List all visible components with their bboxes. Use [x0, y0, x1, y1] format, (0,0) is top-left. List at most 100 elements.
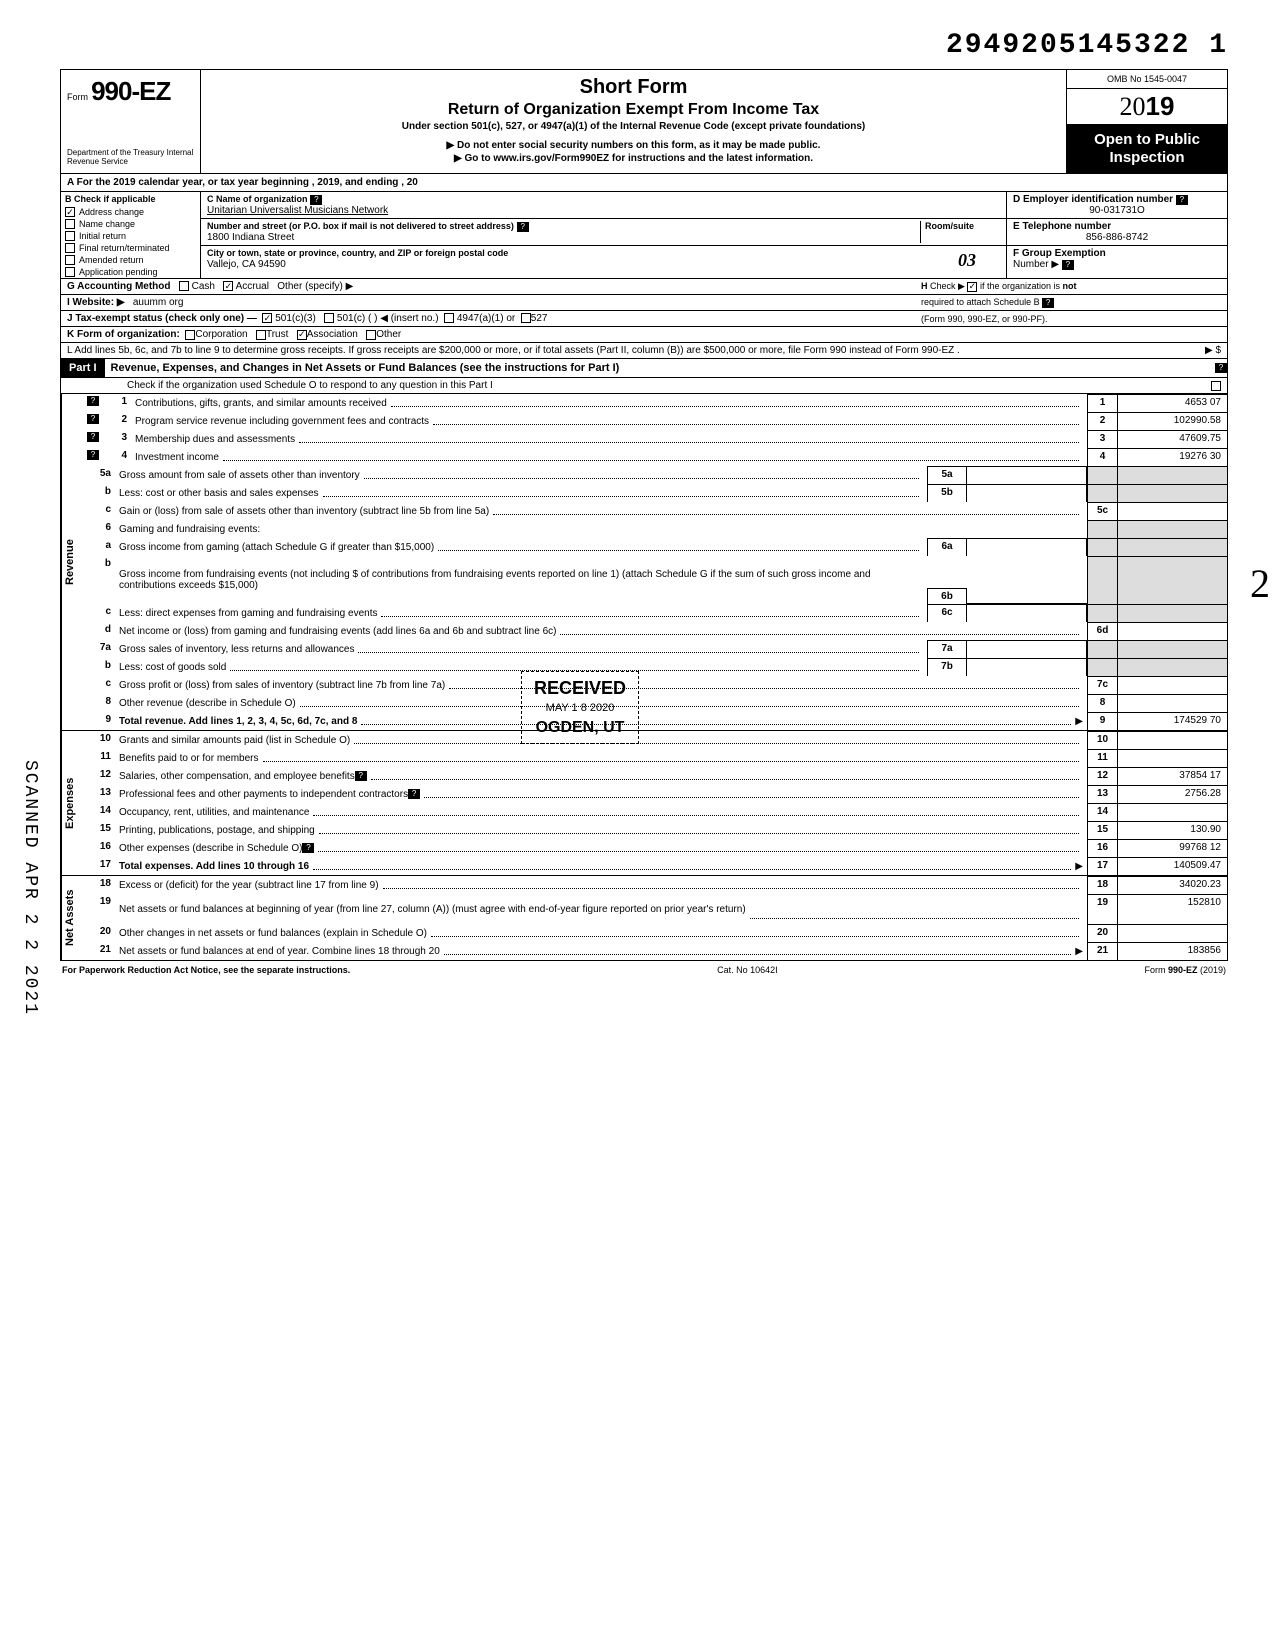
- line-num: 1: [101, 394, 131, 412]
- help-icon: ?: [1062, 260, 1074, 270]
- col-b: B Check if applicable ✓Address change Na…: [61, 192, 201, 278]
- line-desc: Gain or (loss) from sale of assets other…: [119, 506, 489, 517]
- rval: 174529 70: [1117, 712, 1227, 730]
- h-line3: (Form 990, 990-EZ, or 990-PF).: [921, 314, 1221, 324]
- page-footer: For Paperwork Reduction Act Notice, see …: [60, 961, 1228, 979]
- line-num: 15: [85, 821, 115, 839]
- chk-accrual[interactable]: ✓: [223, 281, 233, 291]
- chk-address[interactable]: ✓Address change: [61, 206, 200, 218]
- help-icon: ?: [1176, 195, 1188, 205]
- line-desc: Benefits paid to or for members: [119, 753, 259, 764]
- chk-name[interactable]: Name change: [61, 218, 200, 230]
- website-value: auumm org: [133, 297, 184, 308]
- line-num: 21: [85, 942, 115, 960]
- line-num: 14: [85, 803, 115, 821]
- netassets-label: Net Assets: [61, 876, 85, 960]
- form-prefix: Form: [67, 92, 88, 102]
- g-label: G Accounting Method: [67, 281, 171, 292]
- header-left: Form 990-EZ Department of the Treasury I…: [61, 70, 201, 173]
- line-desc: Total expenses. Add lines 10 through 16: [119, 861, 309, 872]
- part1-check: Check if the organization used Schedule …: [60, 378, 1228, 394]
- chk-527[interactable]: [521, 313, 531, 323]
- e-label: E Telephone number: [1013, 221, 1111, 232]
- chk-trust[interactable]: [256, 330, 266, 340]
- help-icon: ?: [87, 414, 99, 424]
- help-icon: ?: [87, 432, 99, 442]
- line-num: 3: [101, 430, 131, 448]
- help-icon: ?: [517, 222, 529, 232]
- chk-corp[interactable]: [185, 330, 195, 340]
- chk-other[interactable]: [366, 330, 376, 340]
- line-desc: Net assets or fund balances at end of ye…: [119, 946, 440, 957]
- line-num: 13: [85, 785, 115, 803]
- rval: 130.90: [1117, 821, 1227, 839]
- chk-final[interactable]: Final return/terminated: [61, 242, 200, 254]
- help-icon: ?: [355, 771, 367, 781]
- line-num: b: [85, 484, 115, 502]
- chk-cash[interactable]: [179, 281, 189, 291]
- line-desc: Investment income: [135, 452, 219, 463]
- document-number: 2949205145322 1: [60, 30, 1228, 61]
- line-desc: Less: cost of goods sold: [119, 662, 226, 673]
- line-num: 7a: [85, 640, 115, 658]
- footer-mid: Cat. No 10642I: [717, 965, 778, 975]
- rnum: 3: [1087, 430, 1117, 448]
- line-desc: Gross income from gaming (attach Schedul…: [119, 542, 434, 553]
- revenue-section: Revenue ?1Contributions, gifts, grants, …: [60, 394, 1228, 731]
- row-g-h: G Accounting Method Cash ✓ Accrual Other…: [60, 279, 1228, 295]
- line-desc: Other expenses (describe in Schedule O): [119, 843, 302, 854]
- row-k: K Form of organization: Corporation Trus…: [60, 327, 1228, 343]
- rnum: 17: [1087, 857, 1117, 875]
- col-c: C Name of organization ? Unitarian Unive…: [201, 192, 1007, 278]
- rnum: 2: [1087, 412, 1117, 430]
- chk-amended[interactable]: Amended return: [61, 254, 200, 266]
- line-desc: Excess or (deficit) for the year (subtra…: [119, 880, 379, 891]
- scanned-stamp: SCANNED APR 2 2 2021: [20, 760, 40, 1016]
- footer-right: Form 990-EZ (2019): [1144, 965, 1226, 975]
- midbox: 6b: [927, 588, 967, 604]
- chk-assoc[interactable]: ✓: [297, 330, 307, 340]
- rval: 34020.23: [1117, 876, 1227, 894]
- department-label: Department of the Treasury Internal Reve…: [67, 149, 194, 167]
- chk-initial[interactable]: Initial return: [61, 230, 200, 242]
- line-num: 19: [85, 894, 115, 924]
- rval: 183856: [1117, 942, 1227, 960]
- line-num: c: [85, 502, 115, 520]
- chk-schedule-o[interactable]: [1211, 381, 1221, 391]
- line-num: 10: [85, 731, 115, 749]
- line-desc: Gross profit or (loss) from sales of inv…: [119, 680, 445, 691]
- form-number: 990-EZ: [91, 76, 170, 106]
- line-num: c: [85, 604, 115, 622]
- chk-pending[interactable]: Application pending: [61, 266, 200, 278]
- f-label2: Number ▶: [1013, 259, 1059, 270]
- line-desc: Other revenue (describe in Schedule O): [119, 698, 296, 709]
- chk-4947[interactable]: [444, 313, 454, 323]
- line-desc: Contributions, gifts, grants, and simila…: [135, 398, 387, 409]
- l-arrow: ▶ $: [1101, 345, 1221, 356]
- rnum: 8: [1087, 694, 1117, 712]
- chk-501c3[interactable]: ✓: [262, 313, 272, 323]
- l-text: L Add lines 5b, 6c, and 7b to line 9 to …: [67, 345, 960, 356]
- row-l: L Add lines 5b, 6c, and 7b to line 9 to …: [60, 343, 1228, 359]
- rval: 37854 17: [1117, 767, 1227, 785]
- rnum: 19: [1087, 894, 1117, 924]
- help-icon: ?: [310, 195, 322, 205]
- received-stamp: RECEIVED MAY 1 8 2020 OGDEN, UT: [521, 671, 639, 744]
- rnum: 11: [1087, 749, 1117, 767]
- midbox: 7a: [927, 640, 967, 658]
- chk-501c[interactable]: [324, 313, 334, 323]
- line-desc: Occupancy, rent, utilities, and maintena…: [119, 807, 309, 818]
- rnum: 13: [1087, 785, 1117, 803]
- line-desc: Membership dues and assessments: [135, 434, 295, 445]
- line-desc: Gross income from fundraising events (no…: [119, 569, 923, 591]
- rval: 140509.47: [1117, 857, 1227, 875]
- help-icon: ?: [302, 843, 314, 853]
- city-value: Vallejo, CA 94590: [207, 259, 286, 270]
- j-label: J Tax-exempt status (check only one) —: [67, 313, 257, 324]
- part1-title: Revenue, Expenses, and Changes in Net As…: [105, 359, 1215, 377]
- warn-line: ▶ Do not enter social security numbers o…: [211, 140, 1056, 151]
- line-desc: Gaming and fundraising events:: [119, 524, 260, 535]
- rnum: 14: [1087, 803, 1117, 821]
- stamp-ogden: OGDEN, UT: [534, 717, 626, 739]
- line-desc: Printing, publications, postage, and shi…: [119, 825, 315, 836]
